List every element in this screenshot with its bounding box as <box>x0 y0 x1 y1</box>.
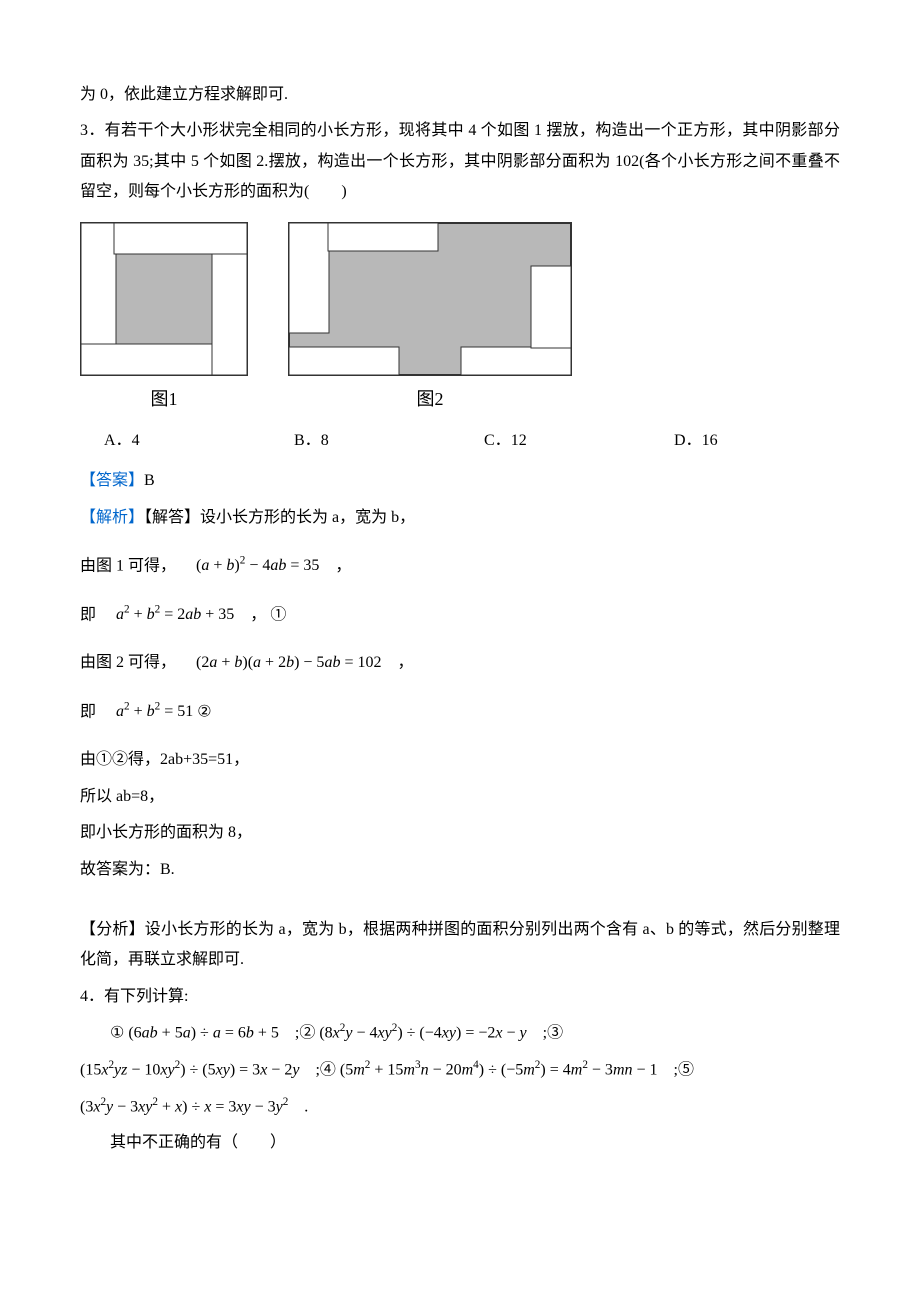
sol5-eq: a2 + b2 = 51 <box>116 703 197 720</box>
q4-text: 有下列计算: <box>104 988 188 1005</box>
sol2-pre: 由图 1 可得， <box>80 557 176 574</box>
q3-sol-line8: 即小长方形的面积为 8， <box>80 818 840 848</box>
fig2-caption: 图2 <box>417 382 444 416</box>
sol4-pre: 由图 2 可得， <box>80 654 176 671</box>
c5: ⑤ <box>678 1061 694 1078</box>
c4: ④ <box>320 1061 336 1078</box>
opt-c-label: C． <box>484 432 511 449</box>
sol5-pre: 即 <box>80 703 112 720</box>
sol2-eq: (a + b)2 − 4ab = 35 <box>180 557 335 574</box>
q3-figures: 图1 图2 <box>80 222 840 416</box>
fig1-svg <box>80 222 248 376</box>
answer-value: B <box>144 472 155 489</box>
q3-sol-line3: 即 a2 + b2 = 2ab + 35 ， ① <box>80 600 840 631</box>
opt-d-val: 16 <box>702 432 718 449</box>
q4-eq-row2: (15x2yz − 10xy2) ÷ (5xy) = 3x − 2y ;④ (5… <box>80 1055 840 1086</box>
opt-c: C．12 <box>460 426 650 456</box>
opt-c-val: 12 <box>511 432 527 449</box>
q3-sol-line5: 即 a2 + b2 = 51 ② <box>80 697 840 728</box>
fig2-col: 图2 <box>288 222 572 416</box>
q3-text: 有若干个大小形状完全相同的小长方形，现将其中 4 个如图 1 摆放，构造出一个正… <box>80 122 840 200</box>
q4-stem: 4．有下列计算: <box>80 982 840 1012</box>
opt-a: A．4 <box>80 426 270 456</box>
q3-sol-line9: 故答案为：B. <box>80 855 840 885</box>
sol3-eq: a2 + b2 = 2ab + 35 <box>116 606 250 623</box>
q3-sol-line4: 由图 2 可得， (2a + b)(a + 2b) − 5ab = 102 ， <box>80 648 840 678</box>
c1: ① <box>110 1025 124 1042</box>
fig2-svg <box>288 222 572 376</box>
opt-b: B．8 <box>270 426 460 456</box>
q4-tail: 其中不正确的有（ ） <box>80 1128 840 1158</box>
sol2-post: ， <box>335 557 351 574</box>
sol1-text: 设小长方形的长为 a，宽为 b， <box>200 509 415 526</box>
sol4-post: ， <box>397 654 413 671</box>
opt-a-val: 4 <box>132 432 140 449</box>
sol-prefix: 【解答】 <box>144 509 200 526</box>
sol3-pre: 即 <box>80 606 112 623</box>
analysis-label: 【解析】 <box>80 509 144 526</box>
q3-sol-line1: 【解析】【解答】设小长方形的长为 a，宽为 b， <box>80 503 840 533</box>
q3-answer: 【答案】B <box>80 466 840 496</box>
q4-number: 4． <box>80 988 104 1005</box>
fig1-caption: 图1 <box>151 382 178 416</box>
opt-a-label: A． <box>104 432 132 449</box>
c2: ② <box>299 1025 315 1042</box>
opt-b-label: B． <box>294 432 321 449</box>
q4-eq-row1: ① (6ab + 5a) ÷ a = 6b + 5 ;② (8x2y − 4xy… <box>110 1018 840 1049</box>
c3: ③ <box>547 1025 563 1042</box>
answer-label: 【答案】 <box>80 472 144 489</box>
q3-options: A．4 B．8 C．12 D．16 <box>80 426 840 456</box>
q4-eq-row3: (3x2y − 3xy2 + x) ÷ x = 3xy − 3y2 . <box>80 1092 840 1123</box>
prev-tail: 为 0，依此建立方程求解即可. <box>80 80 840 110</box>
q3-fenxi: 【分析】设小长方形的长为 a，宽为 b，根据两种拼图的面积分别列出两个含有 a、… <box>80 915 840 976</box>
opt-b-val: 8 <box>321 432 329 449</box>
fig1-col: 图1 <box>80 222 248 416</box>
opt-d: D．16 <box>650 426 840 456</box>
circ1: ① <box>270 606 286 623</box>
q3-number: 3． <box>80 122 105 139</box>
q3-sol-line7: 所以 ab=8， <box>80 782 840 812</box>
opt-d-label: D． <box>674 432 702 449</box>
q3-stem: 3．有若干个大小形状完全相同的小长方形，现将其中 4 个如图 1 摆放，构造出一… <box>80 116 840 207</box>
q3-sol-line2: 由图 1 可得， (a + b)2 − 4ab = 35 ， <box>80 551 840 582</box>
sol3-post: ， <box>250 606 266 623</box>
circ2: ② <box>197 703 211 720</box>
fenxi-pre: 【分析】 <box>80 921 145 938</box>
sol4-eq: (2a + b)(a + 2b) − 5ab = 102 <box>180 654 397 671</box>
q3-sol-line6: 由①②得，2ab+35=51， <box>80 745 840 775</box>
fenxi-text: 设小长方形的长为 a，宽为 b，根据两种拼图的面积分别列出两个含有 a、b 的等… <box>80 921 840 968</box>
